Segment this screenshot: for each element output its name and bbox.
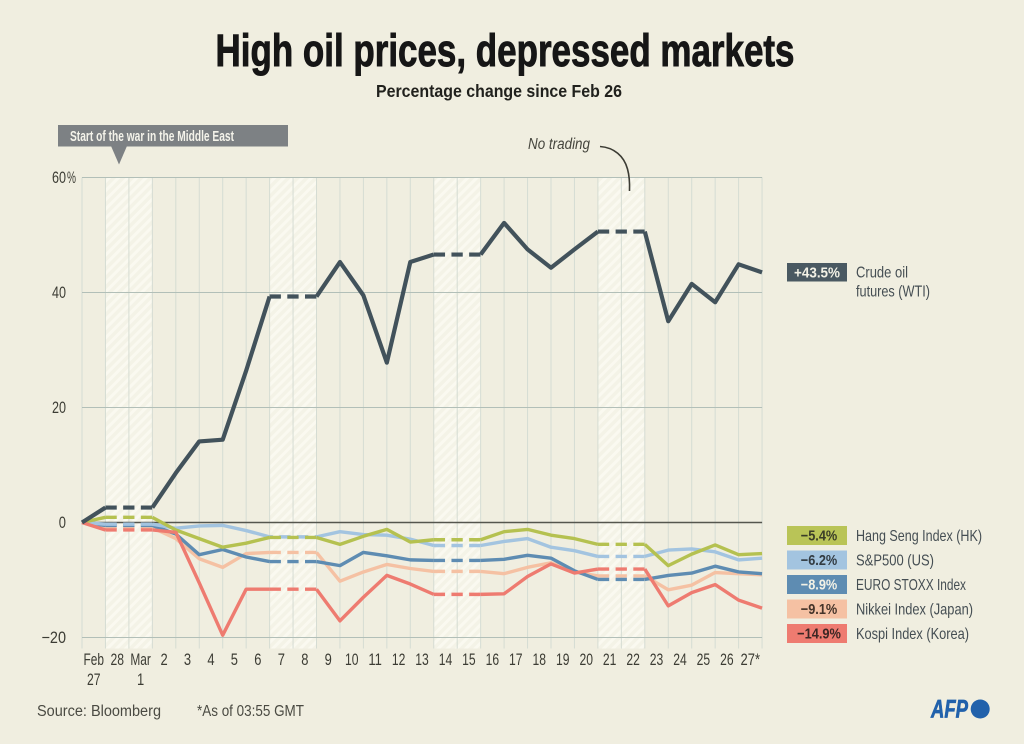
- svg-text:21: 21: [603, 651, 617, 669]
- svg-text:+43.5%: +43.5%: [794, 265, 840, 282]
- svg-text:40: 40: [52, 284, 66, 302]
- svg-text:No trading: No trading: [528, 136, 590, 153]
- svg-text:16: 16: [486, 651, 500, 669]
- svg-text:13: 13: [415, 651, 429, 669]
- svg-text:5: 5: [231, 651, 238, 669]
- svg-text:4: 4: [207, 651, 214, 669]
- svg-text:15: 15: [462, 651, 476, 669]
- svg-text:28: 28: [110, 651, 124, 669]
- svg-text:6: 6: [254, 651, 261, 669]
- svg-text:Nikkei Index (Japan): Nikkei Index (Japan): [856, 602, 973, 619]
- svg-text:27*: 27*: [741, 651, 761, 669]
- svg-text:3: 3: [184, 651, 191, 669]
- svg-text:Feb: Feb: [83, 651, 104, 669]
- svg-text:−8.9%: −8.9%: [801, 577, 838, 594]
- svg-text:%: %: [67, 169, 76, 187]
- svg-text:High oil prices, depressed mar: High oil prices, depressed markets: [216, 25, 795, 76]
- svg-text:10: 10: [345, 651, 359, 669]
- svg-text:26: 26: [720, 651, 734, 669]
- svg-text:futures (WTI): futures (WTI): [856, 284, 930, 301]
- svg-text:Percentage change since Feb 26: Percentage change since Feb 26: [376, 81, 622, 101]
- svg-text:Source: Bloomberg: Source: Bloomberg: [37, 703, 161, 720]
- svg-text:9: 9: [325, 651, 332, 669]
- svg-text:24: 24: [673, 651, 687, 669]
- svg-text:EURO STOXX Index: EURO STOXX Index: [856, 577, 966, 594]
- svg-text:23: 23: [650, 651, 664, 669]
- svg-text:14: 14: [439, 651, 453, 669]
- svg-text:22: 22: [626, 651, 640, 669]
- svg-text:*As of 03:55 GMT: *As of 03:55 GMT: [197, 703, 304, 720]
- svg-text:20: 20: [52, 399, 66, 417]
- svg-text:60: 60: [52, 169, 66, 187]
- svg-text:Kospi Index (Korea): Kospi Index (Korea): [856, 626, 969, 643]
- svg-text:1: 1: [137, 671, 144, 689]
- svg-text:AFP: AFP: [930, 696, 968, 724]
- svg-text:7: 7: [278, 651, 285, 669]
- svg-text:Crude oil: Crude oil: [856, 265, 908, 282]
- svg-text:Mar: Mar: [130, 651, 151, 669]
- svg-text:18: 18: [533, 651, 547, 669]
- svg-text:0: 0: [59, 514, 66, 532]
- svg-text:Hang Seng Index (HK): Hang Seng Index (HK): [856, 528, 982, 545]
- svg-text:20: 20: [579, 651, 593, 669]
- svg-text:17: 17: [509, 651, 523, 669]
- svg-text:25: 25: [697, 651, 711, 669]
- svg-text:19: 19: [556, 651, 570, 669]
- svg-text:S&P500 (US): S&P500 (US): [856, 553, 934, 570]
- svg-text:8: 8: [301, 651, 308, 669]
- svg-text:−9.1%: −9.1%: [801, 601, 838, 618]
- svg-text:11: 11: [368, 651, 382, 669]
- svg-text:Start of the war in the Middle: Start of the war in the Middle East: [70, 128, 234, 145]
- svg-text:−5.4%: −5.4%: [801, 528, 838, 545]
- svg-text:−6.2%: −6.2%: [801, 552, 838, 569]
- svg-text:−20: −20: [42, 629, 67, 647]
- svg-text:−14.9%: −14.9%: [797, 626, 841, 643]
- svg-text:12: 12: [392, 651, 406, 669]
- svg-text:2: 2: [161, 651, 168, 669]
- svg-text:27: 27: [87, 671, 101, 689]
